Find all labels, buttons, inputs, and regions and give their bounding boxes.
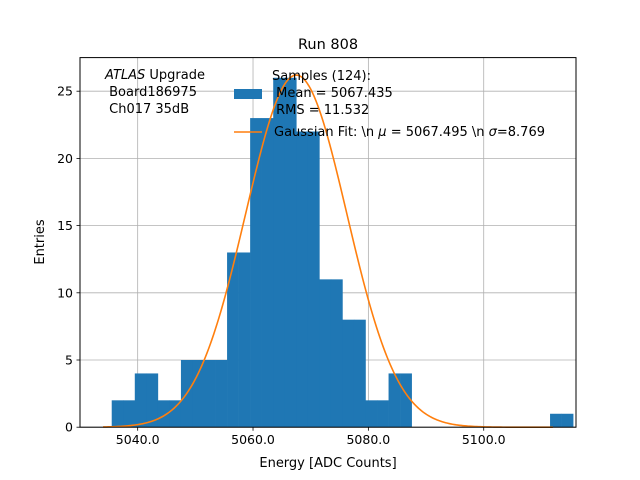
- histogram-bar: [353, 319, 366, 428]
- y-tick-label: 0: [65, 420, 73, 435]
- histogram-bars: [111, 77, 574, 428]
- histogram-bar: [146, 373, 159, 428]
- y-tick-label: 10: [57, 285, 73, 300]
- y-tick-label: 20: [57, 151, 73, 166]
- legend-fit-mu: μ: [377, 125, 386, 140]
- x-tick-label: 5040.0: [116, 432, 160, 447]
- y-axis-label: Entries: [33, 219, 48, 265]
- legend-bar-swatch: [234, 89, 262, 99]
- gaussian-fit-curve: [103, 74, 553, 428]
- legend-fit-label: Gaussian Fit: \n μ = 5067.495 \n σ=8.769: [274, 125, 545, 140]
- x-axis-ticks: 5040.0 5060.0 5080.0 5100.0: [116, 427, 506, 447]
- histogram-bar: [561, 413, 574, 428]
- histogram-bar: [111, 400, 124, 428]
- y-tick-label: 5: [65, 353, 73, 368]
- histogram-bar: [261, 118, 274, 428]
- annotation-channel: Ch017 35dB: [105, 102, 189, 117]
- histogram-bar: [273, 77, 286, 428]
- histogram-bar: [365, 400, 378, 428]
- legend-fit-prefix: Gaussian Fit: \n: [274, 125, 378, 140]
- histogram-bar: [192, 360, 205, 428]
- histogram-bar: [400, 373, 412, 428]
- histogram-bar: [227, 252, 239, 428]
- histogram-bar: [238, 252, 251, 428]
- x-tick-label: 5060.0: [231, 432, 275, 447]
- histogram-bar: [307, 131, 320, 428]
- annotation-atlas: ATLAS: [104, 68, 145, 83]
- y-tick-label: 15: [57, 218, 73, 233]
- legend-fit-sigma: σ: [489, 125, 498, 140]
- annotation-line-1: ATLAS Upgrade: [104, 68, 205, 83]
- annotation-board: Board186975: [105, 85, 197, 100]
- histogram-bar: [204, 360, 216, 428]
- x-axis-label: Energy [ADC Counts]: [259, 456, 396, 471]
- histogram-bar: [377, 400, 389, 428]
- histogram-bar: [330, 279, 343, 428]
- chart-title: Run 808: [298, 37, 358, 53]
- annotation: ATLAS Upgrade Board186975 Ch017 35dB: [104, 68, 205, 117]
- histogram-bar: [550, 413, 562, 428]
- y-tick-label: 25: [57, 84, 73, 99]
- histogram-bar: [296, 131, 309, 428]
- y-axis-ticks: 0 5 10 15 20 25: [57, 84, 80, 435]
- annotation-upgrade: Upgrade: [145, 68, 205, 83]
- histogram-bar: [388, 373, 401, 428]
- histogram-bar: [134, 373, 147, 428]
- histogram-bar: [250, 118, 262, 428]
- histogram-bar: [157, 400, 170, 428]
- legend-fit-suffix: =8.769: [497, 125, 545, 140]
- histogram-bar: [215, 360, 228, 428]
- histogram-bar: [123, 400, 136, 428]
- x-tick-label: 5100.0: [462, 432, 506, 447]
- legend-fit-mid: = 5067.495 \n: [387, 125, 489, 140]
- x-tick-label: 5080.0: [346, 432, 390, 447]
- legend-samples-line-2: Mean = 5067.435: [272, 86, 393, 101]
- legend-samples-line-3: RMS = 11.532: [272, 103, 369, 118]
- legend: Samples (124): Mean = 5067.435 RMS = 11.…: [234, 69, 545, 140]
- histogram-bar: [284, 77, 297, 428]
- histogram-bar: [342, 319, 355, 428]
- histogram-bar: [169, 400, 182, 428]
- legend-samples-line-1: Samples (124):: [272, 69, 371, 84]
- gaussian-fit: [103, 74, 553, 428]
- plot-frame: [79, 57, 577, 428]
- histogram-bar: [319, 279, 332, 428]
